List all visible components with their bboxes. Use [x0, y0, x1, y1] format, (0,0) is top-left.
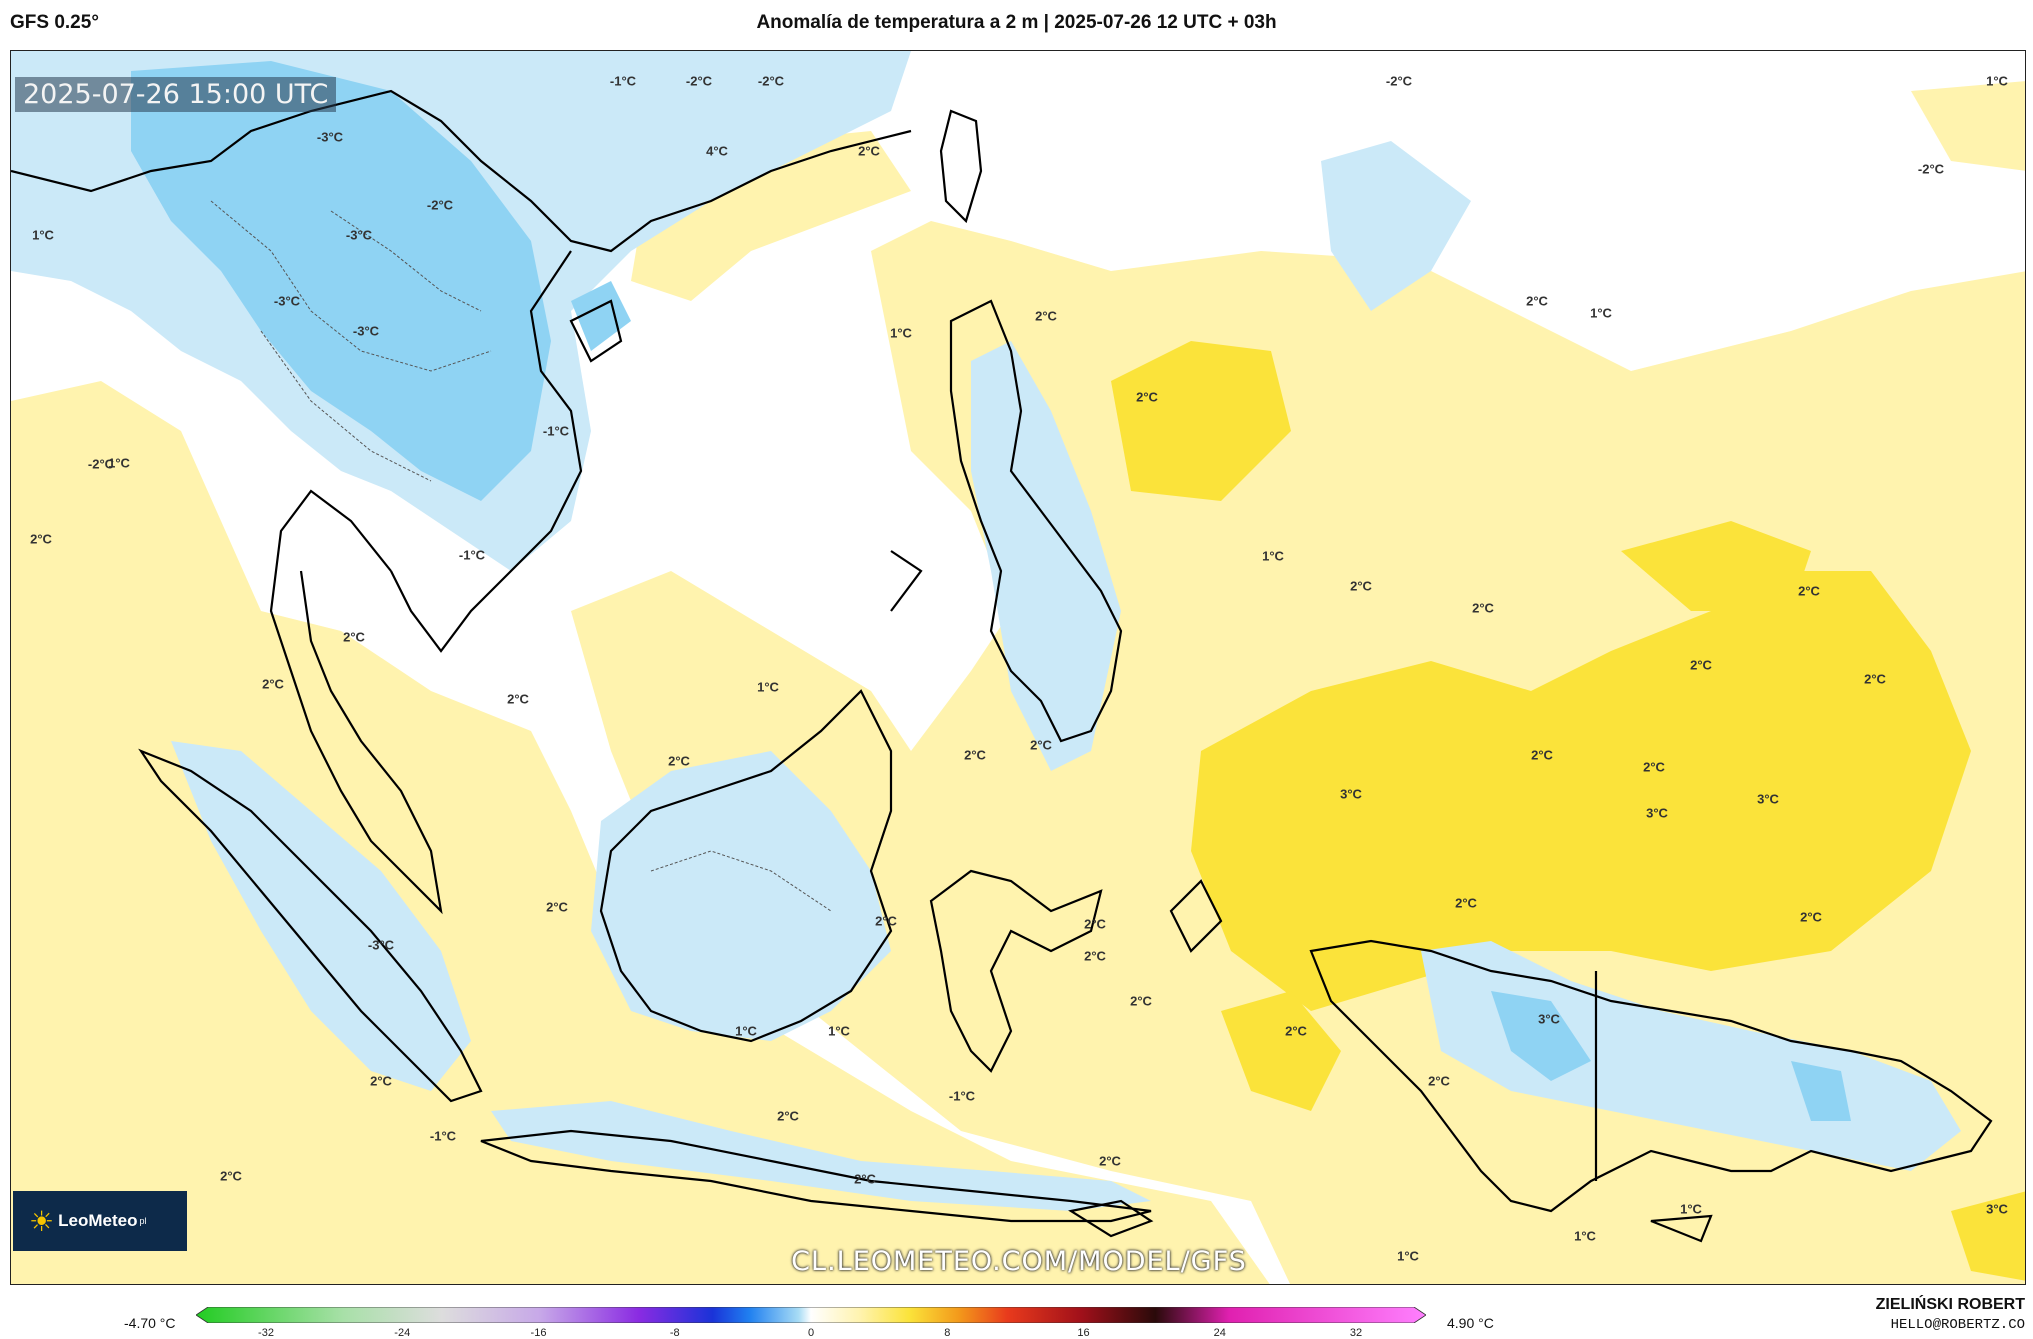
isotherm-label: 1°C	[735, 1023, 757, 1039]
isotherm-label: 2°C	[507, 691, 529, 707]
colorbar-tick: 16	[1077, 1327, 1090, 1339]
model-name: GFS 0.25°	[10, 12, 99, 33]
isotherm-label: 2°C	[1864, 671, 1886, 687]
map-title: Anomalía de temperatura a 2 m | 2025-07-…	[756, 12, 1277, 33]
isotherm-label: 2°C	[1800, 909, 1822, 925]
isotherm-label: 1°C	[1680, 1201, 1702, 1217]
isotherm-label: -2°C	[426, 197, 454, 213]
isotherm-label: -1°C	[609, 73, 637, 89]
very-cold-anomaly-areas	[131, 61, 1851, 1121]
isotherm-label: 2°C	[262, 676, 284, 692]
colorbar-tick: 0	[807, 1327, 815, 1339]
isotherm-label: -3°C	[352, 323, 380, 339]
isotherm-label: 2°C	[220, 1168, 242, 1184]
colorbar-min-label: -4.70 °C	[124, 1315, 176, 1331]
isotherm-label: 2°C	[1690, 657, 1712, 673]
isotherm-label: 2°C	[546, 899, 568, 915]
isotherm-label: 3°C	[1986, 1201, 2008, 1217]
coastlines	[11, 89, 1993, 1243]
isotherm-label: -2°C	[685, 73, 713, 89]
isotherm-label: 2°C	[1798, 583, 1820, 599]
isotherm-label: 2°C	[1099, 1153, 1121, 1169]
author-name: ZIELIŃSKI ROBERT	[1875, 1296, 2025, 1313]
colorbar-tick: 32	[1349, 1327, 1363, 1339]
isotherm-label: 1°C	[1574, 1228, 1596, 1244]
isotherm-label: 3°C	[1340, 786, 1362, 802]
isotherm-label: 1°C	[1986, 73, 2008, 89]
isotherm-label: 2°C	[964, 747, 986, 763]
isotherm-label: -2°C	[87, 456, 115, 472]
isotherm-label: 1°C	[757, 679, 779, 695]
isotherm-label: 2°C	[1285, 1023, 1307, 1039]
isotherm-label: 1°C	[890, 325, 912, 341]
isotherm-label: 1°C	[32, 227, 54, 243]
isotherm-label: -3°C	[367, 937, 395, 953]
isotherm-label: 4°C	[706, 143, 728, 159]
isotherm-label: 2°C	[777, 1108, 799, 1124]
temperature-anomaly-map[interactable]: 2025-07-26 15:00 UTC -1°C -2°C -2°C 4°C 2°C -…	[10, 50, 2026, 1285]
isotherm-label: 2°C	[1531, 747, 1553, 763]
isotherm-label: 2°C	[1030, 737, 1052, 753]
isotherm-label: 2°C	[1526, 293, 1548, 309]
colorbar-tick: -24	[394, 1327, 411, 1339]
colorbar	[196, 1307, 1426, 1323]
country-borders	[210, 200, 832, 912]
isotherm-label: 2°C	[1643, 759, 1665, 775]
isotherm-label: -2°C	[757, 73, 785, 89]
isotherm-label: 2°C	[668, 753, 690, 769]
isotherm-label: 2°C	[343, 629, 365, 645]
isotherm-label: 2°C	[1350, 578, 1372, 594]
isotherm-label: 2°C	[1130, 993, 1152, 1009]
isotherm-label: 3°C	[1538, 1011, 1560, 1027]
isotherm-label: -1°C	[542, 423, 570, 439]
isotherm-label: -3°C	[345, 227, 373, 243]
isotherm-label: 1°C	[1262, 548, 1284, 564]
isotherm-label: -1°C	[948, 1088, 976, 1104]
valid-time: 2025-07-26 15:00 UTC	[15, 77, 337, 112]
colorbar-area: -4.70 °C -	[0, 1290, 2033, 1339]
isotherm-label: 1°C	[1397, 1248, 1419, 1264]
isotherm-label: 2°C	[858, 143, 880, 159]
colorbar-tick: -8	[669, 1327, 680, 1339]
source-watermark: CL.LEOMETEO.COM/MODEL/GFS	[791, 1246, 1247, 1277]
leometeo-logo[interactable]: ☀ LeoMeteo pl	[13, 1191, 187, 1251]
isotherm-label: 1°C	[828, 1023, 850, 1039]
isotherm-label: 2°C	[1428, 1073, 1450, 1089]
isotherm-label: 2°C	[854, 1171, 876, 1187]
sun-icon: ☀	[29, 1205, 55, 1237]
logo-suffix: pl	[139, 1216, 147, 1226]
hot-anomaly-areas	[1111, 341, 2025, 1281]
isotherm-label: -1°C	[458, 547, 486, 563]
logo-text: LeoMeteo	[58, 1211, 138, 1230]
isotherm-label: 2°C	[1455, 895, 1477, 911]
colorbar-tick: 24	[1213, 1327, 1226, 1339]
isotherm-label: 2°C	[1035, 308, 1057, 324]
map-canvas	[11, 51, 2025, 1284]
isotherm-label: 1°C	[108, 455, 130, 471]
isotherm-label: 2°C	[875, 913, 897, 929]
isotherm-label: 1°C	[1590, 305, 1612, 321]
colorbar-tick: -16	[530, 1327, 547, 1339]
isotherm-label: 2°C	[1084, 948, 1106, 964]
colorbar-tick: -32	[258, 1327, 274, 1339]
isotherm-label: 3°C	[1646, 805, 1668, 821]
isotherm-label: -3°C	[273, 293, 301, 309]
colorbar-tick: 8	[944, 1327, 951, 1339]
isotherm-label: -3°C	[316, 129, 344, 145]
colorbar-max-label: 4.90 °C	[1447, 1315, 1494, 1331]
isotherm-label: 2°C	[1472, 600, 1494, 616]
isotherm-label: 3°C	[1757, 791, 1779, 807]
author-email[interactable]: HELLO@ROBERTZ.CO	[1890, 1317, 2025, 1333]
isotherm-label: -2°C	[1385, 73, 1413, 89]
isotherm-label: 2°C	[370, 1073, 392, 1089]
isotherm-label: -2°C	[1917, 161, 1945, 177]
isotherm-label: 2°C	[30, 531, 52, 547]
isotherm-label: 2°C	[1084, 916, 1106, 932]
isotherm-label: -1°C	[429, 1128, 457, 1144]
isotherm-label: 2°C	[1136, 389, 1158, 405]
